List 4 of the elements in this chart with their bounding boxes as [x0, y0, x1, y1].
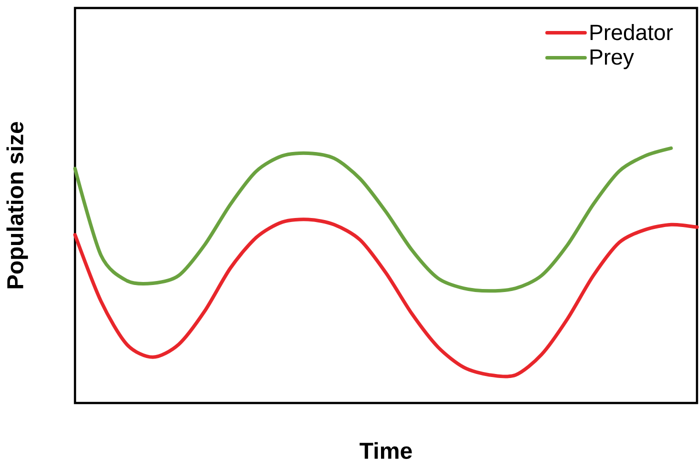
legend-label: Prey [590, 49, 634, 70]
legend-label: Predator [590, 24, 673, 40]
x-axis-title: Time [360, 442, 412, 459]
y-axis-title: Population size [6, 122, 28, 288]
